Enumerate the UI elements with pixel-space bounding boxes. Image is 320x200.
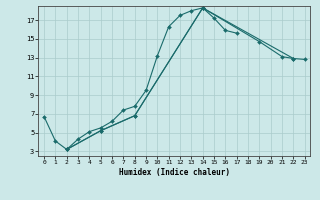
X-axis label: Humidex (Indice chaleur): Humidex (Indice chaleur) [119, 168, 230, 177]
